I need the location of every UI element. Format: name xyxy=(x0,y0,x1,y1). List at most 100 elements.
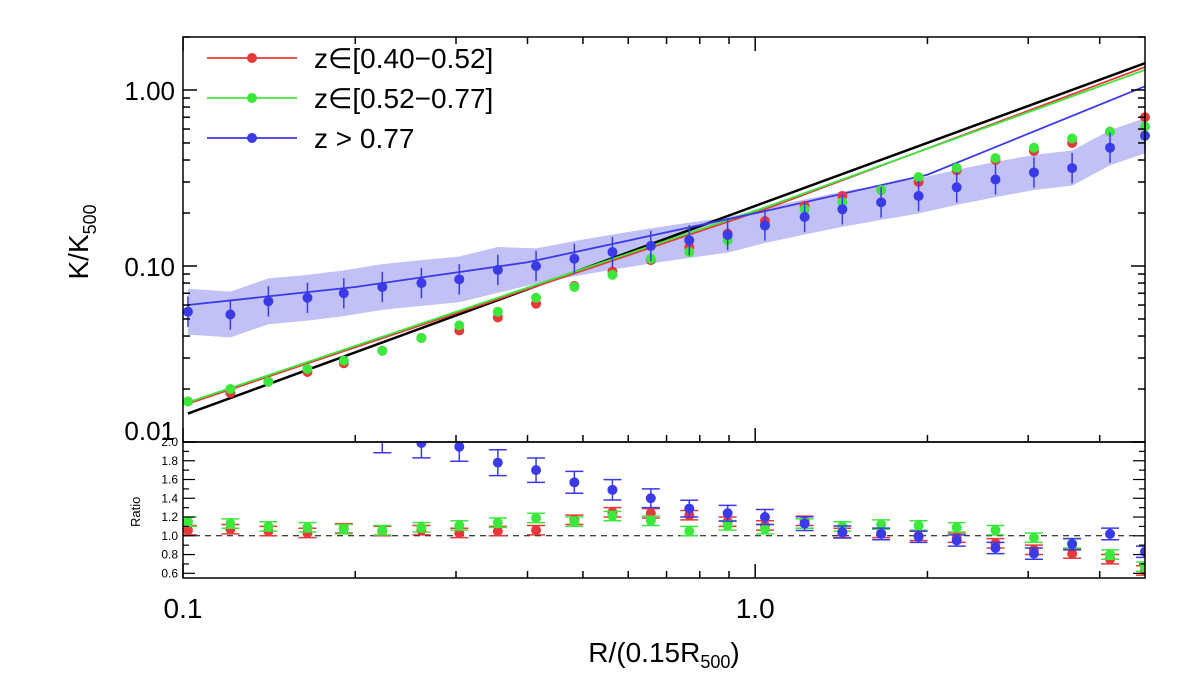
ratio-point xyxy=(416,522,427,533)
data-point xyxy=(454,320,465,331)
ratio-point xyxy=(302,522,313,533)
ratio-point xyxy=(569,477,580,488)
ratio-point xyxy=(569,516,580,527)
ratio-point xyxy=(722,520,733,531)
x-axis-label-sub: 500 xyxy=(700,652,730,672)
x-tick-label: 1.0 xyxy=(736,593,775,624)
ratio-point xyxy=(913,531,924,542)
ratio-point xyxy=(722,508,733,519)
data-point xyxy=(263,376,274,387)
data-point xyxy=(377,281,388,292)
data-point xyxy=(645,240,656,251)
black-reference-line xyxy=(187,62,1146,415)
fit-lines xyxy=(187,62,1146,415)
ratio-point xyxy=(951,535,962,546)
data-point xyxy=(1105,142,1116,153)
ratio-point xyxy=(951,522,962,533)
confidence-band-high-z xyxy=(187,118,1145,338)
ratio-point xyxy=(492,517,503,528)
data-point xyxy=(607,247,618,258)
top-panel: 1.00 0.10 0.01 K/K500 z∈[0.40−0.52] z∈[0.52… xyxy=(63,36,1150,446)
ratio-tick-label: 1.2 xyxy=(161,510,178,524)
ratio-tick-label: 1.4 xyxy=(161,491,178,505)
data-point xyxy=(416,278,427,289)
data-point xyxy=(607,269,618,280)
ratio-point xyxy=(876,519,887,530)
data-point xyxy=(990,174,1001,185)
ratio-point xyxy=(1028,532,1039,543)
data-point xyxy=(569,281,580,292)
data-point xyxy=(302,363,313,374)
data-point xyxy=(1028,142,1039,153)
data-point xyxy=(837,204,848,215)
ratio-point xyxy=(380,442,385,443)
legend-label: z∈[0.40−0.52] xyxy=(314,43,493,74)
y-axis-label-sub: 500 xyxy=(80,204,100,234)
data-point xyxy=(531,292,542,303)
y-tick-label: 0.10 xyxy=(124,252,175,282)
ratio-points xyxy=(183,442,1145,576)
ratio-point xyxy=(684,503,695,514)
ratio-point xyxy=(225,518,236,529)
confidence-band xyxy=(187,118,1145,338)
ratio-tick-label: 1.8 xyxy=(161,454,178,468)
fit-line-series-2 xyxy=(187,69,1146,404)
ratio-point xyxy=(1105,528,1116,539)
data-point xyxy=(182,396,193,407)
data-point xyxy=(492,264,503,275)
data-point xyxy=(263,296,274,307)
data-point xyxy=(990,153,1001,164)
data-point xyxy=(531,260,542,271)
ratio-point xyxy=(454,442,465,452)
legend-label: z > 0.77 xyxy=(314,123,414,154)
ratio-point xyxy=(492,526,503,537)
ratio-point xyxy=(338,524,349,535)
ratio-point xyxy=(645,515,656,526)
ratio-point xyxy=(990,525,1001,536)
legend-marker xyxy=(247,53,257,63)
data-point xyxy=(302,292,313,303)
legend-marker xyxy=(247,93,257,103)
data-point xyxy=(338,288,349,299)
data-point xyxy=(1105,126,1116,137)
data-point xyxy=(799,211,810,222)
ratio-point xyxy=(183,516,193,527)
data-point xyxy=(1067,163,1078,174)
data-point xyxy=(951,163,962,174)
ratio-point xyxy=(684,526,695,537)
ratio-point xyxy=(183,525,193,536)
data-point xyxy=(684,235,695,246)
data-point xyxy=(1028,167,1039,178)
data-point xyxy=(913,172,924,183)
ratio-point xyxy=(837,527,848,538)
ratio-point xyxy=(531,512,542,523)
y-axis-label-main: K/K500 xyxy=(63,204,100,279)
ratio-point xyxy=(416,442,427,448)
data-point xyxy=(182,306,193,317)
data-point xyxy=(876,197,887,208)
data-point xyxy=(225,309,236,320)
legend: z∈[0.40−0.52] z∈[0.52−0.77] z > 0.77 xyxy=(207,43,493,154)
ratio-point xyxy=(1067,548,1078,559)
fit-line-series-1 xyxy=(187,66,1146,405)
ratio-point xyxy=(799,518,810,529)
top-axis-ticks: 1.00 0.10 0.01 xyxy=(124,36,1145,446)
data-point xyxy=(951,182,962,193)
data-point xyxy=(225,384,236,395)
top-y-axis-label: K/K500 xyxy=(63,204,100,279)
ratio-tick-label: 0.6 xyxy=(161,566,178,580)
data-point xyxy=(569,253,580,264)
data-point xyxy=(377,345,388,356)
bottom-panel: 2.0 1.8 1.6 1.4 1.2 1.0 0.8 0.6 0.1 1.0 Ratio R/(… xyxy=(128,435,1146,672)
ratio-point xyxy=(531,465,542,476)
ratio-point xyxy=(1028,548,1039,559)
ratio-point xyxy=(531,525,542,536)
data-point xyxy=(492,306,503,317)
y-tick-label: 1.00 xyxy=(124,76,175,106)
ratio-point xyxy=(1105,549,1116,560)
ratio-point xyxy=(759,512,770,523)
data-point xyxy=(913,190,924,201)
data-point xyxy=(416,332,427,343)
ratio-point xyxy=(607,511,618,522)
